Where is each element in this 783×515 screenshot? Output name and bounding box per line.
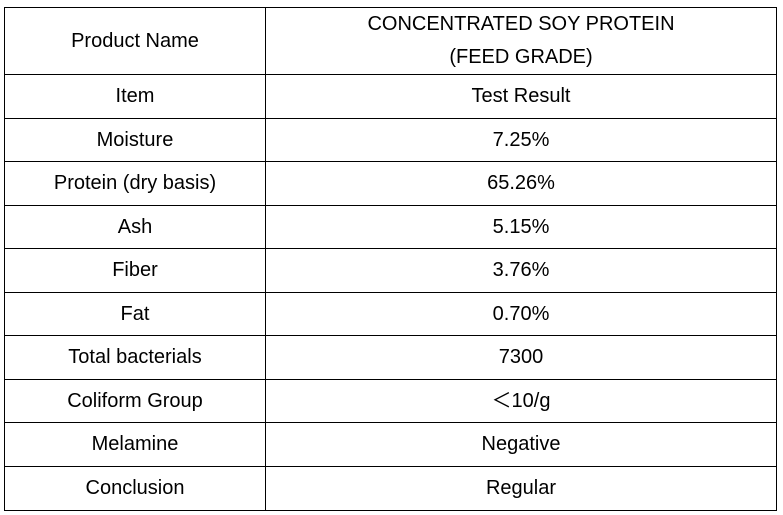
- result-cell: 7300: [265, 335, 777, 380]
- item-cell: Fat: [4, 291, 266, 336]
- table-row: Ash 5.15%: [4, 204, 777, 249]
- table-row: Fat 0.70%: [4, 291, 777, 336]
- product-name-line-2: (FEED GRADE): [449, 46, 593, 68]
- item-cell: Fiber: [4, 248, 266, 293]
- table-row: Fiber 3.76%: [4, 248, 777, 293]
- item-cell: Moisture: [4, 117, 266, 162]
- result-cell: 7.25%: [265, 117, 777, 162]
- product-name-line-1: CONCENTRATED SOY PROTEIN: [367, 13, 675, 35]
- table-row: Total bacterials 7300: [4, 335, 777, 380]
- table-row: Protein (dry basis) 65.26%: [4, 161, 777, 206]
- result-cell: 3.76%: [265, 248, 777, 293]
- item-cell: Total bacterials: [4, 335, 266, 380]
- result-cell: 0.70%: [265, 291, 777, 336]
- table-header-row: Product Name CONCENTRATED SOY PROTEIN (F…: [4, 7, 777, 75]
- result-cell: Negative: [265, 422, 777, 467]
- result-cell: Regular: [265, 465, 777, 511]
- result-cell: 5.15%: [265, 204, 777, 249]
- item-cell: Conclusion: [4, 465, 266, 511]
- table-row: Coliform Group ＜10/g: [4, 378, 777, 423]
- item-cell: Protein (dry basis): [4, 161, 266, 206]
- item-cell: Item: [4, 74, 266, 119]
- item-cell: Melamine: [4, 422, 266, 467]
- result-cell: Test Result: [265, 74, 777, 119]
- result-cell: 65.26%: [265, 161, 777, 206]
- product-name-value: CONCENTRATED SOY PROTEIN (FEED GRADE): [265, 7, 777, 75]
- table-row: Item Test Result: [4, 74, 777, 119]
- table-row: Melamine Negative: [4, 422, 777, 467]
- table-row: Conclusion Regular: [4, 465, 777, 511]
- item-cell: Ash: [4, 204, 266, 249]
- soy-protein-spec-table: Product Name CONCENTRATED SOY PROTEIN (F…: [4, 7, 777, 511]
- item-cell: Coliform Group: [4, 378, 266, 423]
- result-cell: ＜10/g: [265, 378, 777, 423]
- product-name-label: Product Name: [4, 7, 266, 75]
- table-row: Moisture 7.25%: [4, 117, 777, 162]
